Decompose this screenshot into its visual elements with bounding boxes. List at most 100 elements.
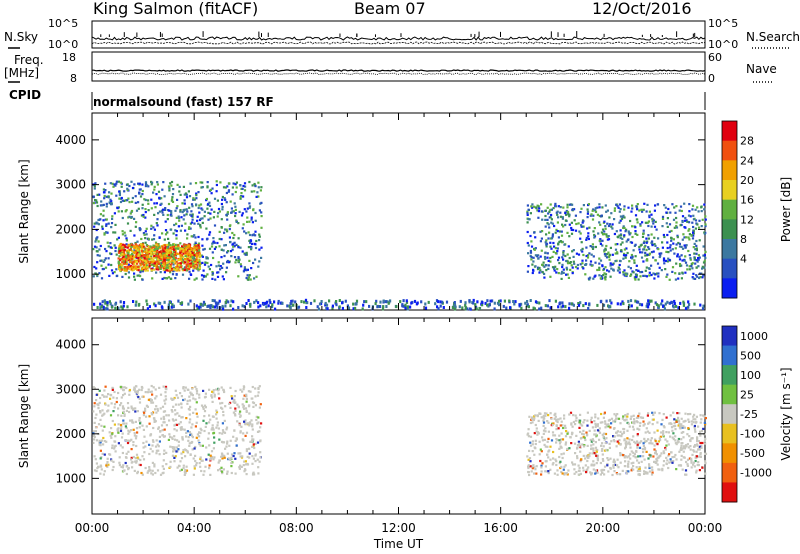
echo-cell	[105, 250, 108, 253]
echo-cell	[668, 278, 671, 281]
echo-cell	[666, 225, 669, 228]
echo-cell	[655, 458, 658, 461]
echo-cell	[226, 470, 229, 473]
echo-cell	[296, 306, 299, 310]
echo-cell	[608, 258, 611, 261]
echo-cell	[693, 424, 696, 428]
echo-cell	[163, 300, 166, 304]
echo-cell	[635, 449, 638, 453]
echo-cell	[645, 266, 648, 269]
echo-cell	[92, 195, 95, 198]
echo-cell	[126, 251, 129, 254]
echo-cell	[533, 205, 536, 208]
echo-cell	[675, 262, 678, 265]
echo-cell	[131, 196, 134, 200]
echo-cell	[120, 465, 123, 468]
echo-cell	[221, 275, 224, 278]
echo-cell	[667, 257, 670, 260]
echo-cell	[532, 256, 535, 259]
echo-cell	[697, 254, 700, 257]
echo-cell	[704, 225, 707, 228]
echo-cell	[156, 407, 159, 411]
echo-cell	[638, 441, 641, 444]
echo-cell	[148, 466, 151, 469]
echo-cell	[527, 208, 530, 211]
echo-cell	[196, 215, 199, 218]
echo-cell	[245, 251, 248, 254]
echo-cell	[178, 217, 181, 220]
echo-cell	[234, 389, 237, 393]
echo-cell	[703, 232, 706, 235]
echo-cell	[648, 274, 651, 277]
echo-cell	[325, 303, 329, 307]
echo-cell	[200, 274, 204, 277]
echo-cell	[134, 390, 137, 393]
echo-cell	[580, 458, 583, 461]
echo-cell	[626, 251, 629, 255]
echo-cell	[584, 438, 587, 442]
echo-cell	[99, 411, 102, 414]
echo-cell	[667, 443, 670, 446]
echo-cell	[185, 252, 188, 255]
echo-cell	[114, 249, 117, 253]
echo-cell	[165, 253, 169, 256]
echo-cell	[542, 429, 546, 432]
echo-cell	[564, 464, 567, 467]
echo-cell	[657, 272, 660, 275]
echo-cell	[258, 209, 261, 212]
echo-cell	[123, 199, 126, 202]
echo-cell	[176, 267, 179, 270]
echo-cell	[634, 299, 637, 303]
echo-cell	[161, 252, 164, 255]
echo-cell	[585, 238, 588, 241]
echo-cell	[652, 418, 655, 421]
echo-cell	[258, 430, 261, 433]
echo-cell	[185, 248, 188, 251]
echo-cell	[211, 272, 214, 275]
echo-cell	[594, 416, 597, 419]
echo-cell	[592, 230, 595, 233]
echo-cell	[192, 198, 195, 201]
echo-cell	[645, 450, 648, 453]
echo-cell	[134, 251, 137, 254]
echo-cell	[619, 422, 622, 425]
echo-cell	[115, 268, 118, 271]
echo-cell	[674, 441, 677, 445]
echo-cell	[613, 218, 616, 221]
echo-cell	[198, 393, 201, 396]
echo-cell	[96, 467, 99, 470]
echo-cell	[107, 404, 110, 407]
echo-cell	[527, 465, 530, 468]
echo-cell	[603, 465, 607, 468]
echo-cell	[700, 418, 703, 421]
echo-cell	[582, 469, 585, 472]
echo-cell	[679, 224, 682, 227]
echo-cell	[648, 252, 651, 255]
echo-cell	[157, 243, 160, 246]
echo-cell	[147, 248, 150, 251]
echo-cell	[260, 256, 263, 259]
echo-cell	[181, 245, 184, 248]
echo-cell	[701, 218, 704, 221]
echo-cell	[540, 473, 543, 476]
echo-cell	[237, 246, 240, 249]
echo-cell	[109, 252, 112, 255]
echo-cell	[632, 414, 635, 417]
echo-cell	[677, 424, 680, 427]
echo-cell	[156, 265, 159, 268]
echo-cell	[702, 304, 705, 308]
echo-cell	[199, 226, 202, 229]
echo-cell	[148, 264, 151, 267]
echo-cell	[101, 300, 104, 304]
echo-cell	[594, 274, 597, 277]
echo-cell	[164, 256, 167, 260]
echo-cell	[693, 465, 696, 468]
echo-cell	[177, 299, 180, 303]
echo-cell	[132, 408, 135, 411]
freq-strip-frame	[91, 51, 706, 82]
echo-cell	[682, 436, 685, 439]
echo-cell	[266, 300, 269, 304]
echo-cell	[182, 451, 185, 454]
echo-cell	[144, 409, 147, 412]
echo-cell	[684, 271, 687, 274]
